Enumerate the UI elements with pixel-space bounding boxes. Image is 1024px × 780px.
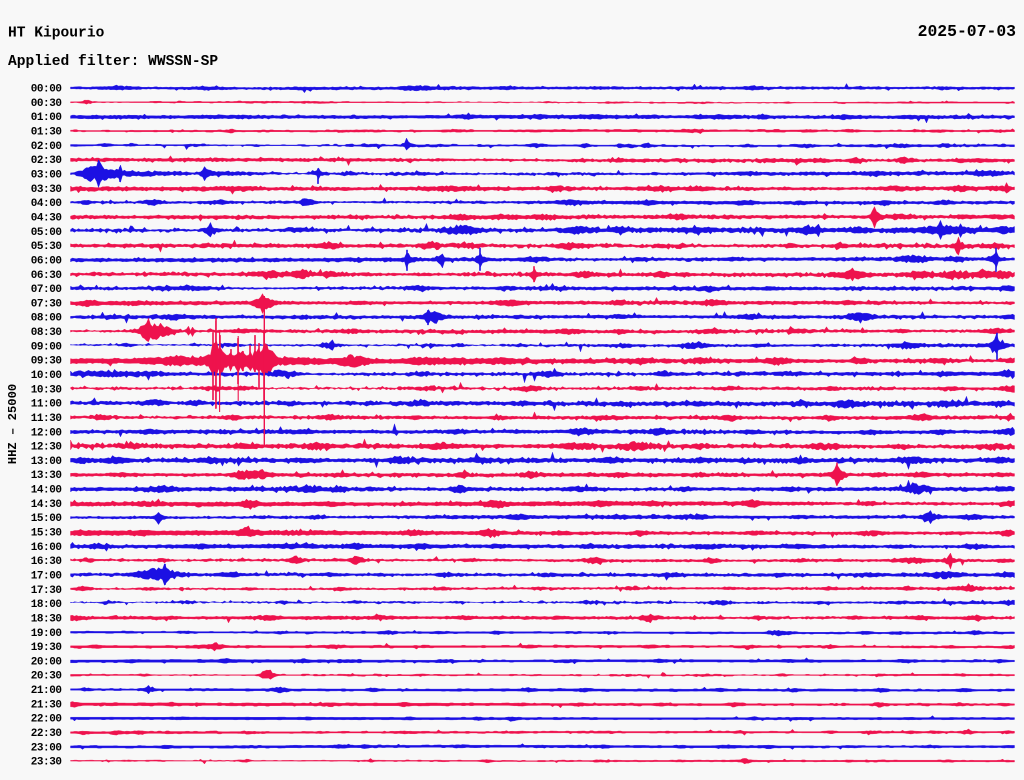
svg-text:11:30: 11:30 <box>31 413 62 425</box>
svg-text:20:30: 20:30 <box>31 671 62 683</box>
svg-text:09:30: 09:30 <box>31 356 62 368</box>
svg-text:HT Kipourio: HT Kipourio <box>8 26 105 42</box>
svg-text:15:00: 15:00 <box>31 513 62 525</box>
svg-text:13:00: 13:00 <box>31 456 62 468</box>
svg-text:11:00: 11:00 <box>31 399 62 411</box>
svg-text:03:30: 03:30 <box>31 184 62 196</box>
svg-text:01:00: 01:00 <box>31 112 62 124</box>
svg-text:14:30: 14:30 <box>31 499 62 511</box>
svg-text:14:00: 14:00 <box>31 485 62 497</box>
svg-text:03:00: 03:00 <box>31 170 62 182</box>
svg-text:10:00: 10:00 <box>31 370 62 382</box>
svg-text:00:30: 00:30 <box>31 98 62 110</box>
svg-text:07:00: 07:00 <box>31 284 62 296</box>
svg-text:15:30: 15:30 <box>31 528 62 540</box>
svg-text:12:00: 12:00 <box>31 427 62 439</box>
svg-text:20:00: 20:00 <box>31 656 62 668</box>
svg-text:HHZ – 25000: HHZ – 25000 <box>6 384 20 464</box>
svg-text:21:00: 21:00 <box>31 685 62 697</box>
svg-text:2025-07-03: 2025-07-03 <box>918 22 1016 41</box>
svg-text:19:00: 19:00 <box>31 628 62 640</box>
svg-text:12:30: 12:30 <box>31 442 62 454</box>
svg-text:07:30: 07:30 <box>31 298 62 310</box>
svg-text:22:30: 22:30 <box>31 728 62 740</box>
svg-text:05:30: 05:30 <box>31 241 62 253</box>
svg-text:18:30: 18:30 <box>31 613 62 625</box>
svg-text:13:30: 13:30 <box>31 470 62 482</box>
svg-text:23:30: 23:30 <box>31 757 62 769</box>
svg-text:01:30: 01:30 <box>31 127 62 139</box>
svg-text:22:00: 22:00 <box>31 714 62 726</box>
svg-text:23:00: 23:00 <box>31 742 62 754</box>
svg-text:04:00: 04:00 <box>31 198 62 210</box>
svg-text:16:00: 16:00 <box>31 542 62 554</box>
svg-text:17:00: 17:00 <box>31 571 62 583</box>
svg-text:06:00: 06:00 <box>31 255 62 267</box>
svg-text:02:00: 02:00 <box>31 141 62 153</box>
svg-text:19:30: 19:30 <box>31 642 62 654</box>
svg-text:21:30: 21:30 <box>31 699 62 711</box>
svg-text:Applied filter: WWSSN-SP: Applied filter: WWSSN-SP <box>8 54 218 70</box>
svg-text:16:30: 16:30 <box>31 556 62 568</box>
svg-text:05:00: 05:00 <box>31 227 62 239</box>
svg-text:04:30: 04:30 <box>31 213 62 225</box>
svg-text:00:00: 00:00 <box>31 84 62 96</box>
svg-text:08:00: 08:00 <box>31 313 62 325</box>
svg-text:18:00: 18:00 <box>31 599 62 611</box>
svg-text:10:30: 10:30 <box>31 384 62 396</box>
svg-text:06:30: 06:30 <box>31 270 62 282</box>
svg-text:17:30: 17:30 <box>31 585 62 597</box>
svg-text:09:00: 09:00 <box>31 341 62 353</box>
svg-text:08:30: 08:30 <box>31 327 62 339</box>
svg-text:02:30: 02:30 <box>31 155 62 167</box>
